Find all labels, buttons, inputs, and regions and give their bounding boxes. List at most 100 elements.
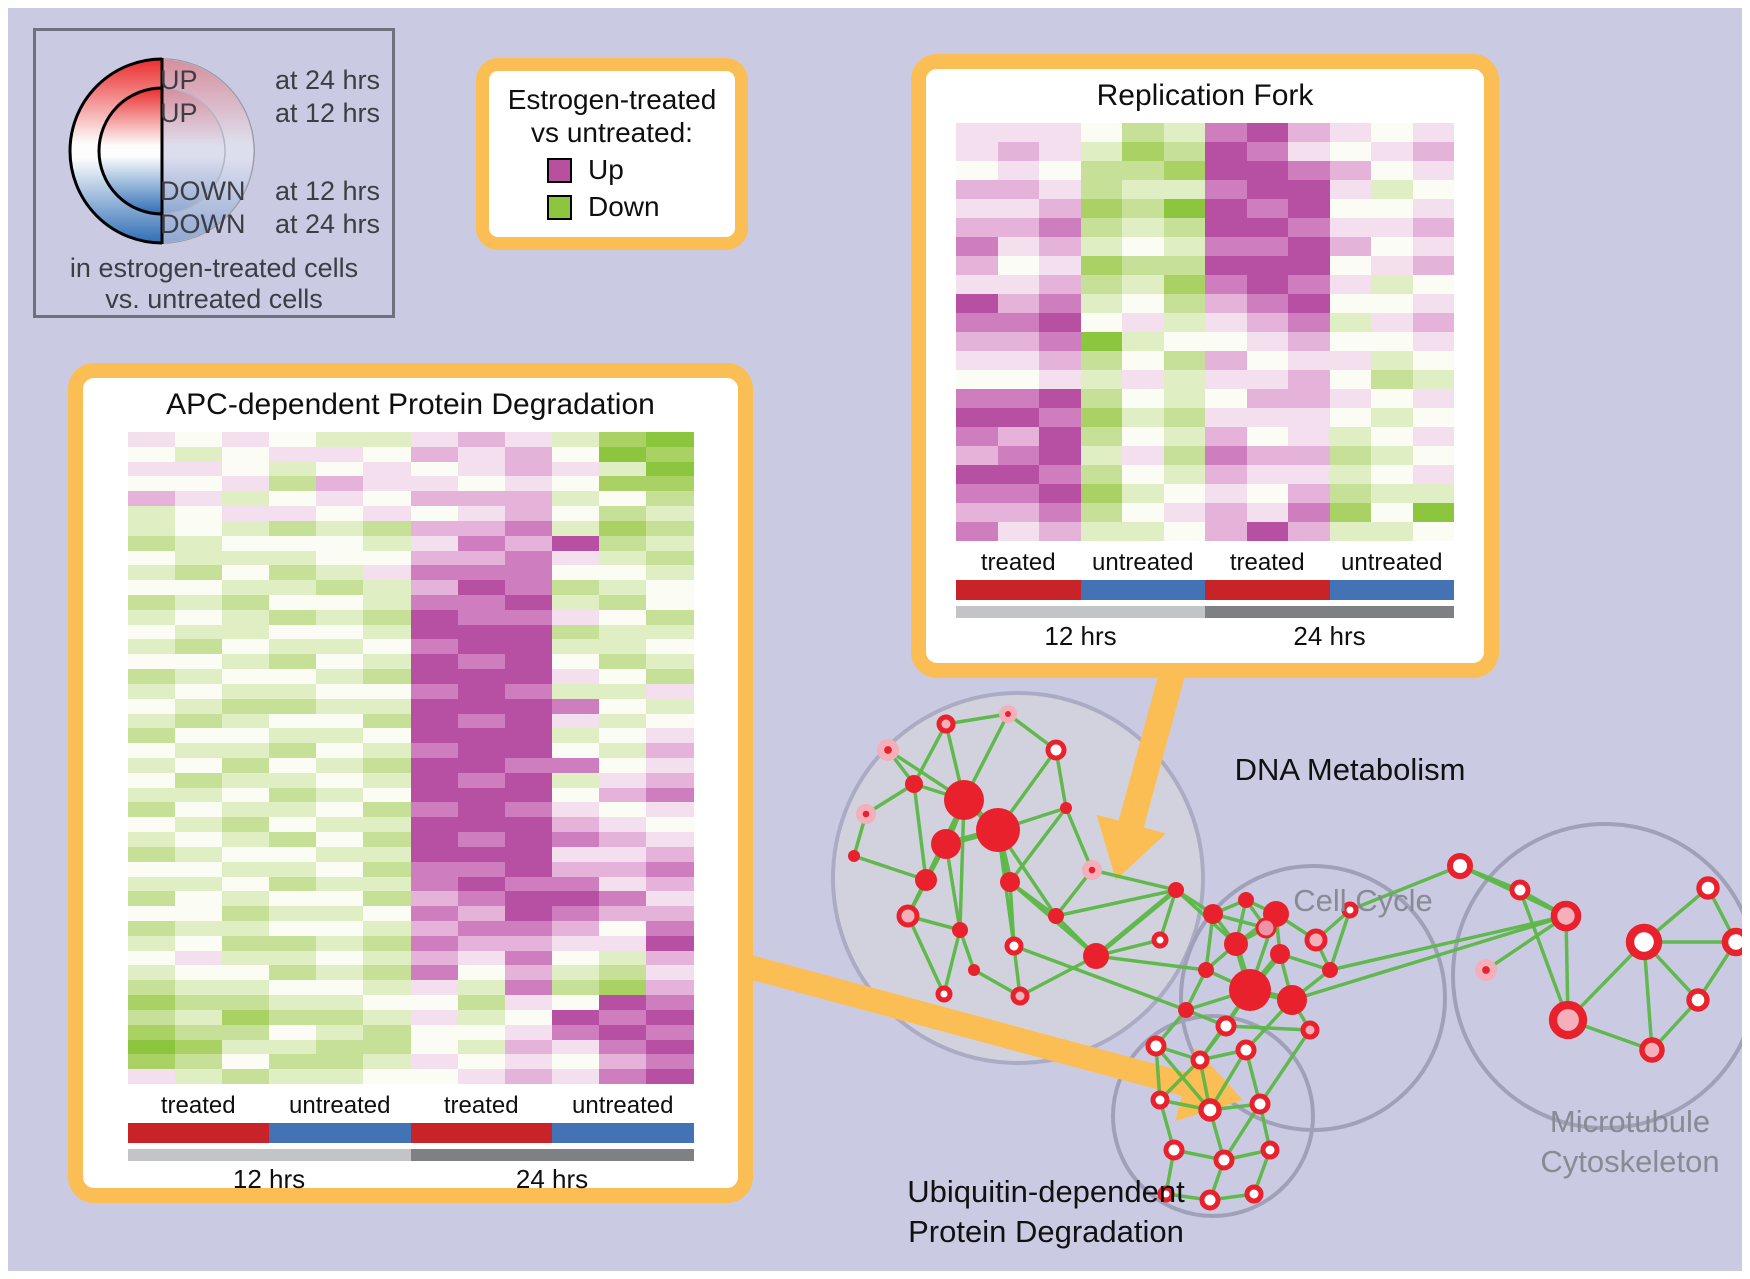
- heatmap-cell: [127, 669, 175, 684]
- network-node-ring-white: [1163, 1139, 1185, 1161]
- heatmap-cell: [363, 476, 411, 492]
- heatmap-cell: [1329, 351, 1371, 370]
- heatmap-cell: [1205, 332, 1247, 351]
- treatment-bar: [127, 1123, 694, 1143]
- heatmap-cell: [316, 935, 364, 951]
- heatmap-cell: [504, 1039, 552, 1055]
- network-node-ring-pink: [1639, 1037, 1665, 1063]
- network-node-ring-white: [1199, 1189, 1221, 1211]
- heatmap-cell: [174, 624, 222, 640]
- ring-row-up-24: UP at 24 hrs: [160, 65, 380, 96]
- heatmap-cell: [410, 802, 458, 818]
- heatmap-cell: [457, 787, 505, 803]
- heatmap-cell: [410, 921, 458, 936]
- heatmap-cell: [457, 580, 505, 595]
- network-node-ring-white: [1198, 1098, 1222, 1122]
- heatmap-cell: [1246, 522, 1288, 541]
- heatmap-cell: [599, 506, 647, 521]
- heatmap-cell: [1039, 237, 1081, 256]
- network-node-ring-white: [935, 985, 953, 1003]
- heatmap-cell: [1205, 465, 1247, 484]
- heatmap-cell: [504, 980, 552, 996]
- heatmap-cell: [1246, 408, 1288, 427]
- network-node-halo-core: [1482, 966, 1490, 974]
- heatmap-cell: [363, 891, 411, 907]
- heatmap-cell: [599, 935, 647, 951]
- heatmap-cell: [1329, 161, 1371, 180]
- heatmap-cell: [552, 728, 600, 744]
- network-node-ring-white: [1151, 931, 1169, 949]
- heatmap-cell: [269, 713, 317, 729]
- heatmap-cell: [997, 180, 1039, 199]
- heatmap-cell: [363, 698, 411, 714]
- heatmap-cell: [457, 491, 505, 507]
- heatmap-cell: [646, 832, 694, 847]
- heatmap-cell: [504, 654, 552, 670]
- heatmap-cell: [552, 950, 600, 966]
- heatmap-cell: [552, 772, 600, 788]
- treatment-bar-segment: [127, 1123, 269, 1143]
- heatmap-cell: [457, 906, 505, 921]
- heatmap-cell: [363, 758, 411, 773]
- heatmap-cell: [457, 609, 505, 625]
- heatmap-cell: [269, 432, 317, 447]
- heatmap-cell: [599, 1054, 647, 1070]
- heatmap-cell: [363, 461, 411, 477]
- heatmap-cell: [316, 861, 364, 877]
- heatmap-cell: [646, 787, 694, 803]
- network-node-solid: [848, 850, 860, 862]
- heatmap-cell: [1288, 218, 1330, 237]
- heatmap-cell: [316, 1039, 364, 1055]
- heatmap-cell: [646, 609, 694, 625]
- heatmap-cell: [316, 728, 364, 744]
- heatmap-cell: [599, 758, 647, 773]
- heatmap-cell: [457, 550, 505, 566]
- heatmap-cell: [363, 624, 411, 640]
- heatmap-cell: [363, 491, 411, 507]
- heatmap-cell: [410, 817, 458, 833]
- heatmap-cell: [410, 743, 458, 758]
- heatmap-cell: [410, 1024, 458, 1040]
- heatmap-cell: [1163, 446, 1205, 465]
- heatmap-cell: [1329, 522, 1371, 541]
- time-label: 12 hrs: [1044, 621, 1117, 651]
- network-node-ring-white: [1249, 1093, 1271, 1115]
- heatmap-cell: [127, 817, 175, 833]
- heatmap-cell: [552, 1024, 600, 1040]
- heatmap-cell: [174, 446, 222, 462]
- heatmap-cell: [997, 389, 1039, 408]
- network-node-ring-white: [1157, 1185, 1175, 1203]
- heatmap-cell: [457, 995, 505, 1010]
- heatmap-cell: [1246, 503, 1288, 522]
- heatmap-cell: [363, 520, 411, 536]
- heatmap-cell: [457, 461, 505, 477]
- legend-item-up: Up: [547, 154, 677, 186]
- heatmap-cell: [363, 1009, 411, 1025]
- heatmap-cell: [316, 550, 364, 566]
- heatmap-cell: [504, 713, 552, 729]
- heatmap-cell: [1329, 332, 1371, 351]
- ring-time: at 12 hrs: [274, 98, 380, 128]
- heatmap-cell: [646, 758, 694, 773]
- heatmap-cell: [316, 654, 364, 670]
- heatmap-cell: [457, 1024, 505, 1040]
- network-node-solid: [1060, 802, 1072, 814]
- heatmap-cell: [127, 906, 175, 921]
- heatmap-cell: [1371, 199, 1413, 218]
- heatmap-cell: [269, 787, 317, 803]
- heatmap-cell: [127, 980, 175, 996]
- heatmap-cell: [1205, 294, 1247, 313]
- heatmap-cell: [1329, 465, 1371, 484]
- heatmap-cell: [269, 772, 317, 788]
- treatment-bar-segment: [269, 1123, 411, 1143]
- heatmap-cell: [552, 876, 600, 892]
- heatmap-cell: [599, 965, 647, 981]
- heatmap-cell: [1163, 522, 1205, 541]
- heatmap-cell: [1205, 256, 1247, 275]
- heatmap-cell: [599, 550, 647, 566]
- heatmap-cell: [646, 846, 694, 862]
- heatmap-cell: [1205, 275, 1247, 294]
- heatmap-cell: [552, 654, 600, 670]
- heatmap-cell: [1080, 237, 1122, 256]
- heatmap-cell: [127, 1009, 175, 1025]
